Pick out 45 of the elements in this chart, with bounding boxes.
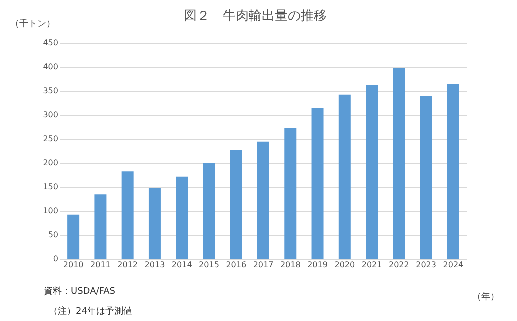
text: （注）24年は予測値 — [49, 306, 132, 317]
y-tick-label: 450 — [43, 38, 58, 48]
bar — [284, 128, 297, 259]
x-tick-label: 2010 — [63, 260, 84, 270]
x-tick-label: 2021 — [362, 260, 382, 270]
y-tick-label: 100 — [43, 206, 58, 216]
bar — [148, 188, 161, 259]
bar — [393, 68, 406, 259]
x-tick-label: 2012 — [118, 260, 138, 270]
y-tick-label: 350 — [43, 86, 58, 96]
bar — [258, 142, 270, 259]
y-tick-label: 0 — [53, 254, 58, 264]
bar — [203, 163, 216, 259]
x-tick-label: 2020 — [334, 260, 356, 270]
chart-title: 図２ 牛肉輸出量の推移 — [184, 9, 327, 24]
x-tick-label: 2016 — [226, 260, 247, 270]
bar — [338, 94, 351, 259]
bar — [176, 176, 188, 259]
y-tick-label: 400 — [43, 62, 58, 72]
bar — [447, 84, 460, 259]
x-tick-label: 2024 — [443, 260, 464, 270]
y-tick-label: 300 — [43, 110, 58, 120]
x-tick-label: 2023 — [416, 260, 436, 270]
y-tick-label: 200 — [43, 158, 58, 168]
x-tick-label: 2013 — [144, 260, 166, 270]
x-tick-label: 2022 — [388, 260, 410, 270]
bar — [420, 96, 432, 259]
bar — [366, 85, 378, 259]
x-tick-label: 2014 — [172, 260, 192, 270]
bar — [94, 194, 107, 259]
y-axis-title: （千トン） — [10, 18, 56, 30]
x-tick-label: 2011 — [90, 260, 111, 270]
bar — [68, 214, 80, 259]
x-tick-label: 2018 — [280, 260, 301, 270]
text: 資料：USDA/FAS — [44, 286, 116, 297]
x-tick-label: 2019 — [308, 260, 328, 270]
y-tick-label: 250 — [43, 134, 58, 144]
y-tick-label: 150 — [43, 182, 58, 192]
y-tick-label: 50 — [48, 230, 58, 240]
x-axis-title: （年） — [472, 292, 500, 302]
bar — [312, 108, 324, 259]
x-tick-label: 2015 — [199, 260, 220, 270]
x-tick-label: 2017 — [253, 260, 274, 270]
bar — [230, 150, 242, 259]
bar — [122, 172, 134, 259]
